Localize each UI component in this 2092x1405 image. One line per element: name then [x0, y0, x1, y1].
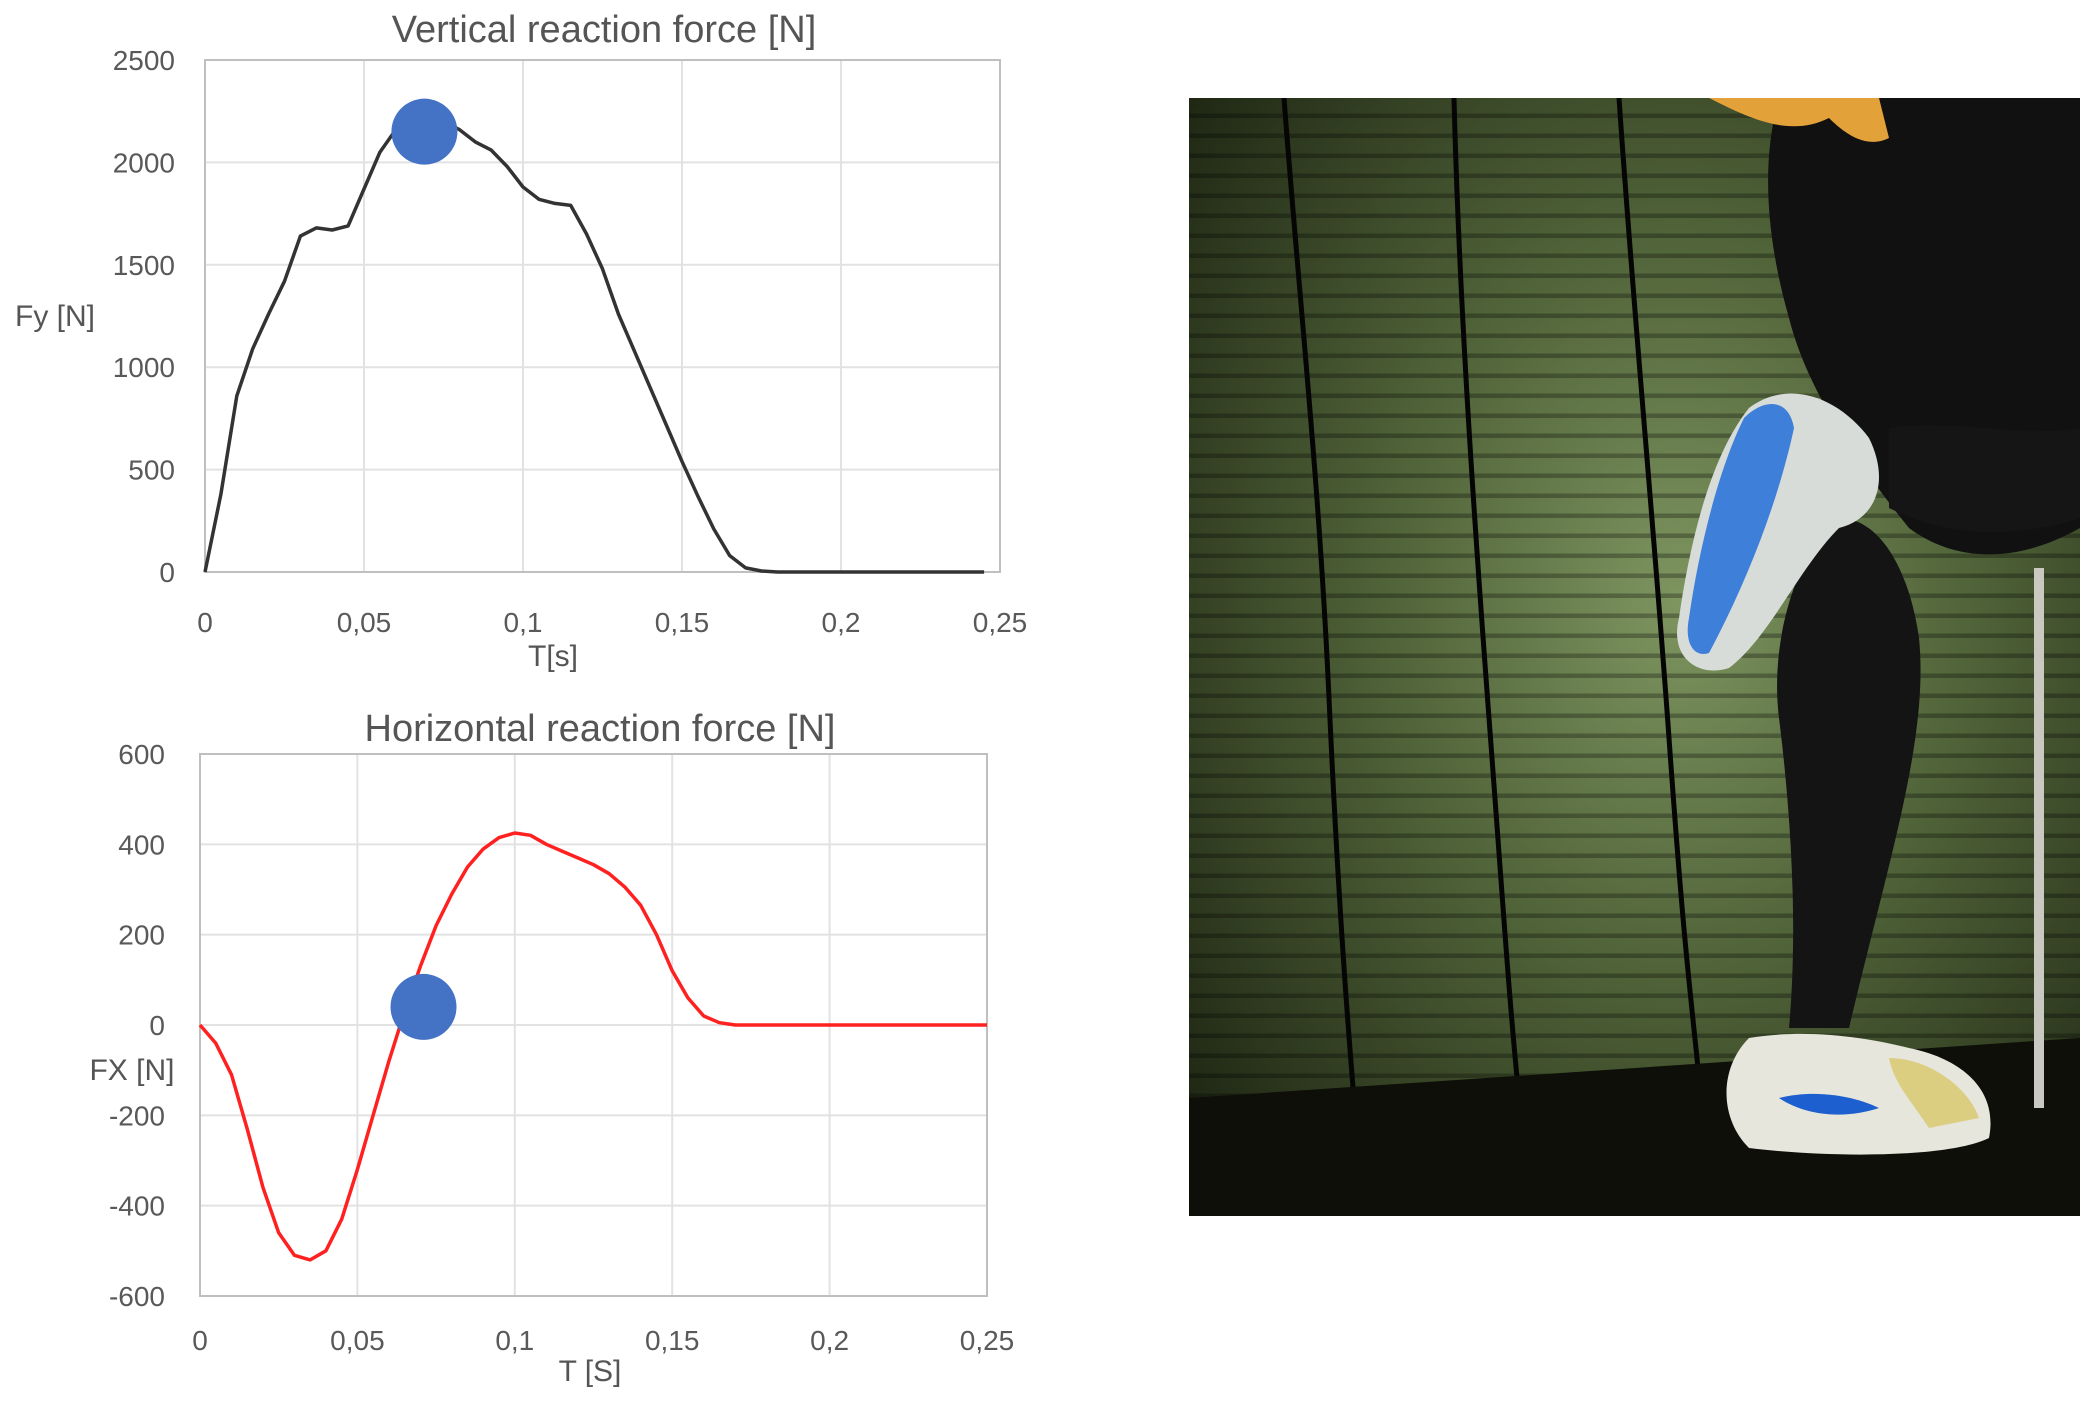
x-tick-label: 0 [192, 1325, 208, 1356]
y-axis-label: Fy [N] [15, 300, 95, 333]
y-tick-label: -400 [109, 1191, 165, 1222]
y-tick-label: -600 [109, 1281, 165, 1312]
grid [205, 60, 1000, 572]
y-tick-label: 400 [118, 829, 165, 860]
y-tick-label: 200 [118, 920, 165, 951]
x-tick-label: 0 [197, 607, 213, 638]
y-tick-labels: 0 500 1000 1500 2000 2500 [113, 45, 175, 588]
horizontal-force-chart: Horizontal reaction force [N] -600 -400 -2… [89, 708, 1014, 1388]
y-axis-label: FX [N] [89, 1054, 174, 1087]
x-tick-labels: 0 0,05 0,1 0,15 0,2 0,25 [192, 1325, 1014, 1356]
plot-frame [204, 59, 1001, 573]
y-tick-label: 2000 [113, 147, 175, 178]
y-tick-label: 1000 [113, 352, 175, 383]
x-tick-label: 0,2 [810, 1325, 849, 1356]
y-tick-label: 2500 [113, 45, 175, 76]
y-tick-label: 1500 [113, 250, 175, 281]
x-tick-label: 0,2 [822, 607, 861, 638]
x-tick-label: 0,25 [960, 1325, 1015, 1356]
series-line [203, 117, 985, 574]
y-tick-label: 0 [149, 1010, 165, 1041]
chart-title: Vertical reaction force [N] [392, 9, 817, 51]
x-axis-label: T [S] [559, 1355, 622, 1388]
y-tick-label: -200 [109, 1100, 165, 1131]
y-tick-labels: -600 -400 -200 0 200 400 600 [109, 739, 165, 1312]
x-tick-label: 0,1 [504, 607, 543, 638]
x-tick-label: 0,15 [655, 607, 710, 638]
data-point-marker [391, 98, 458, 165]
x-tick-labels: 0 0,05 0,1 0,15 0,2 0,25 [197, 607, 1027, 638]
vertical-force-chart: Vertical reaction force [N] 0 500 1000 1500… [15, 9, 1027, 673]
runner-photo [1189, 98, 2080, 1216]
y-tick-label: 500 [128, 455, 175, 486]
x-tick-label: 0,05 [330, 1325, 385, 1356]
x-tick-label: 0,15 [645, 1325, 700, 1356]
y-tick-label: 0 [159, 557, 175, 588]
x-axis-label: T[s] [528, 640, 578, 673]
x-tick-label: 0,05 [337, 607, 392, 638]
y-tick-label: 600 [118, 739, 165, 770]
data-point-marker [390, 973, 457, 1040]
chart-title: Horizontal reaction force [N] [365, 708, 836, 750]
series-line [198, 831, 987, 1262]
x-tick-label: 0,25 [973, 607, 1028, 638]
x-tick-label: 0,1 [495, 1325, 534, 1356]
